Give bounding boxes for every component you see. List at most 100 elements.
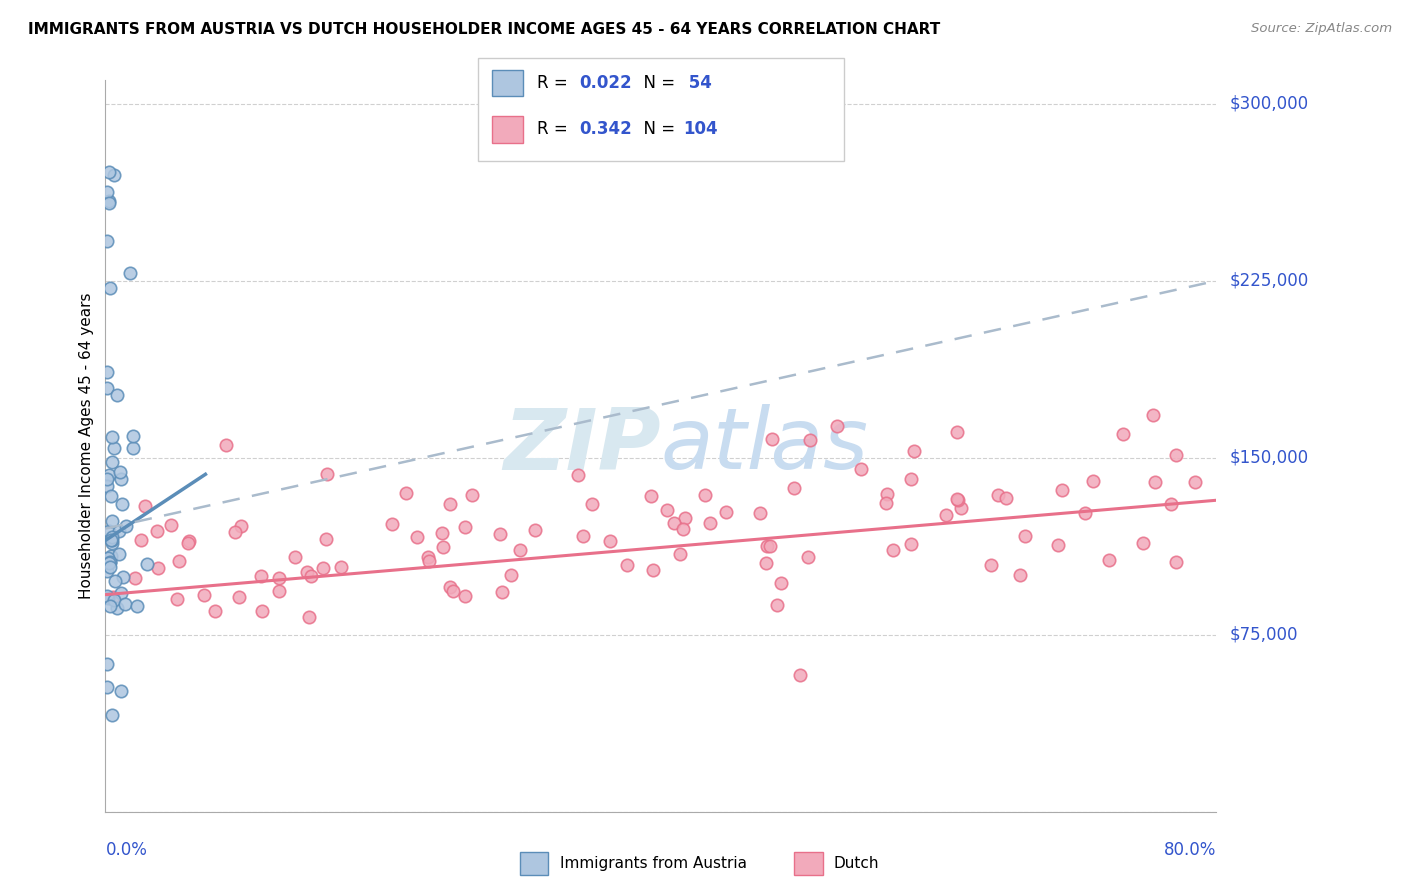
Text: N =: N = xyxy=(633,74,681,92)
Point xyxy=(439,497,461,511)
Point xyxy=(662,516,685,530)
Point xyxy=(146,561,169,575)
Point xyxy=(312,560,335,574)
Point xyxy=(104,574,127,588)
Point xyxy=(97,556,120,570)
Text: atlas: atlas xyxy=(661,404,869,488)
Point xyxy=(509,542,531,557)
Point xyxy=(108,547,131,561)
Point xyxy=(98,165,121,179)
Point xyxy=(875,496,897,510)
Point xyxy=(418,554,440,568)
Point xyxy=(96,185,118,199)
Text: 0.342: 0.342 xyxy=(579,120,633,138)
Point xyxy=(131,533,153,547)
Point xyxy=(849,462,872,476)
Point xyxy=(900,472,922,486)
Point xyxy=(228,591,250,605)
Point xyxy=(657,503,679,517)
Text: 54: 54 xyxy=(683,74,713,92)
Point xyxy=(945,491,967,506)
Text: IMMIGRANTS FROM AUSTRIA VS DUTCH HOUSEHOLDER INCOME AGES 45 - 64 YEARS CORRELATI: IMMIGRANTS FROM AUSTRIA VS DUTCH HOUSEHO… xyxy=(28,22,941,37)
Point xyxy=(416,549,439,564)
Text: 104: 104 xyxy=(683,120,718,138)
Point xyxy=(96,479,118,493)
Point xyxy=(114,518,136,533)
Point xyxy=(1047,538,1070,552)
Point xyxy=(1184,475,1206,489)
Point xyxy=(224,524,246,539)
Point xyxy=(714,505,737,519)
Point xyxy=(946,425,969,439)
Point xyxy=(950,500,973,515)
Point xyxy=(98,468,121,483)
Point xyxy=(108,465,131,479)
Text: N =: N = xyxy=(633,120,681,138)
Point xyxy=(96,365,118,379)
Point xyxy=(1142,409,1164,423)
Text: $75,000: $75,000 xyxy=(1230,626,1299,644)
Point xyxy=(100,280,122,294)
Point xyxy=(903,444,925,458)
Point xyxy=(882,542,904,557)
Point xyxy=(980,558,1002,572)
Point xyxy=(204,604,226,618)
Point xyxy=(98,555,121,569)
Point xyxy=(134,500,156,514)
Text: 80.0%: 80.0% xyxy=(1164,841,1216,859)
Point xyxy=(1050,483,1073,497)
Point xyxy=(108,524,131,539)
Point xyxy=(101,530,124,544)
Point xyxy=(1010,567,1032,582)
Point xyxy=(98,555,121,569)
Point xyxy=(177,533,200,548)
Point xyxy=(101,514,124,528)
Point xyxy=(124,571,146,585)
Point xyxy=(669,547,692,561)
Point xyxy=(789,668,811,682)
Point xyxy=(672,522,695,536)
Point xyxy=(267,584,290,599)
Point xyxy=(105,388,128,402)
Text: $300,000: $300,000 xyxy=(1230,95,1309,113)
Point xyxy=(96,234,118,248)
Point xyxy=(599,534,621,549)
Point xyxy=(491,585,513,599)
Point xyxy=(111,497,134,511)
Point xyxy=(799,434,821,448)
Point xyxy=(125,599,148,613)
Point xyxy=(567,467,589,482)
Point xyxy=(761,432,783,446)
Point xyxy=(101,708,124,723)
Point xyxy=(381,517,404,532)
Point xyxy=(946,493,969,508)
Point xyxy=(103,168,125,182)
Y-axis label: Householder Income Ages 45 - 64 years: Householder Income Ages 45 - 64 years xyxy=(79,293,94,599)
Point xyxy=(100,533,122,547)
Point xyxy=(1143,475,1166,490)
Point xyxy=(105,601,128,615)
Point xyxy=(100,489,122,503)
Point xyxy=(1074,506,1097,520)
Point xyxy=(1164,555,1187,569)
Point xyxy=(748,506,770,520)
Point xyxy=(395,485,418,500)
Point xyxy=(122,429,145,443)
Point xyxy=(935,508,957,522)
Point xyxy=(454,590,477,604)
Point xyxy=(160,518,183,533)
Point xyxy=(755,539,778,553)
Point xyxy=(231,519,253,533)
Point xyxy=(103,442,125,456)
Point xyxy=(97,591,120,605)
Point xyxy=(640,490,662,504)
Point xyxy=(103,593,125,607)
Point xyxy=(110,472,132,486)
Point xyxy=(316,467,339,481)
Point xyxy=(524,523,547,537)
Text: ZIP: ZIP xyxy=(503,404,661,488)
Text: $225,000: $225,000 xyxy=(1230,272,1309,290)
Text: Source: ZipAtlas.com: Source: ZipAtlas.com xyxy=(1251,22,1392,36)
Point xyxy=(96,657,118,671)
Point xyxy=(96,589,118,603)
